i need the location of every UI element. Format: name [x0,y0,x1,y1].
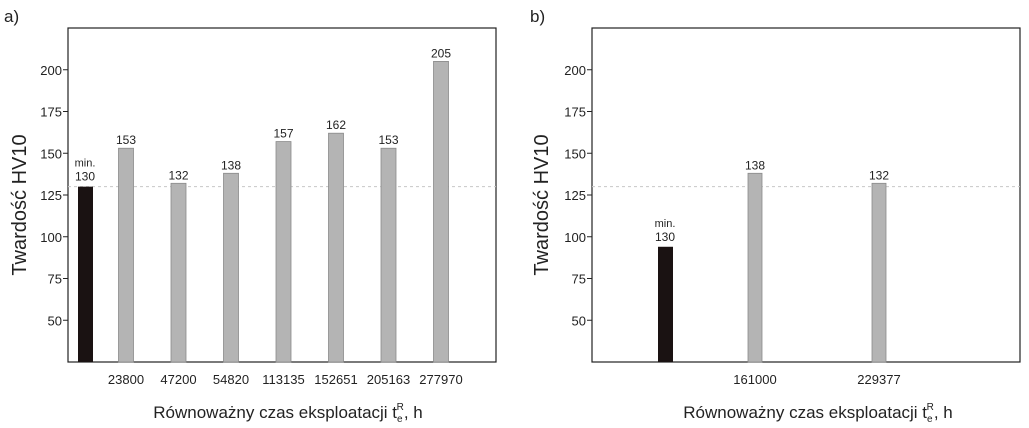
bar [380,147,397,363]
x-axis-label-main: Równoważny czas eksploatacji t [153,403,397,422]
plot-frame [591,27,1021,363]
y-tick-label: 200 [40,63,62,78]
x-axis-label-unit: , h [934,403,953,422]
bar-value-label: 132 [869,168,889,182]
y-tick-label: 75 [572,272,586,287]
x-axis-label: Równoważny czas eksploatacji teR, h [153,402,422,425]
bar-value-label: 205 [431,46,451,60]
bar-value-label: 132 [168,168,188,182]
y-tick-label: 100 [564,230,586,245]
y-axis-label: Twardość HV10 [531,134,553,275]
bar-value-label: 138 [745,158,765,172]
y-tick-label: 200 [564,63,586,78]
min-bar-value-label: 130 [655,230,675,244]
bar-value-label: 162 [326,118,346,132]
bar [170,182,187,363]
x-axis-label-subscript: e [927,414,933,425]
x-tick-label: 229377 [857,372,900,387]
bar-value-label: 138 [221,158,241,172]
bar [328,132,344,363]
x-tick-label: 47200 [160,372,196,387]
min-bar-label: min. [655,218,676,230]
x-tick-label: 152651 [314,372,357,387]
x-tick-label: 161000 [733,372,776,387]
x-tick-label: 113135 [262,372,304,387]
y-tick-label: 50 [572,313,586,328]
bar [871,182,887,363]
y-tick-label: 100 [40,230,62,245]
y-tick-label: 150 [564,146,586,161]
bar [433,61,449,363]
x-axis-label-superscript: R [397,402,404,413]
panel-label: b) [530,7,545,26]
x-axis-label-superscript: R [927,402,934,413]
y-tick-label: 175 [40,105,62,120]
x-axis-label: Równoważny czas eksploatacji teR, h [683,402,952,425]
bar [223,172,239,363]
min-bar [78,186,93,362]
y-tick-label: 75 [48,272,62,287]
panel-label: a) [4,7,19,26]
bar [747,172,763,363]
y-tick-label: 50 [48,313,62,328]
min-bar-label: min. [75,158,96,170]
y-tick-label: 125 [564,188,586,203]
bar [275,141,292,363]
y-tick-label: 125 [40,188,62,203]
y-tick-label: 175 [564,105,586,120]
y-axis-label: Twardość HV10 [9,134,31,275]
x-tick-label: 23800 [108,372,144,387]
min-bar-value-label: 130 [75,170,95,184]
y-tick-label: 150 [40,146,62,161]
bar [118,147,134,363]
x-tick-label: 277970 [419,372,462,387]
bar-value-label: 153 [378,133,398,147]
x-axis-label-unit: , h [404,403,423,422]
x-tick-label: 205163 [367,372,410,387]
x-tick-label: 54820 [213,372,249,387]
bar-value-label: 153 [116,133,136,147]
x-axis-label-main: Równoważny czas eksploatacji t [683,403,927,422]
bar-value-label: 157 [273,127,293,141]
min-bar [658,246,673,362]
x-axis-label-subscript: e [397,414,403,425]
